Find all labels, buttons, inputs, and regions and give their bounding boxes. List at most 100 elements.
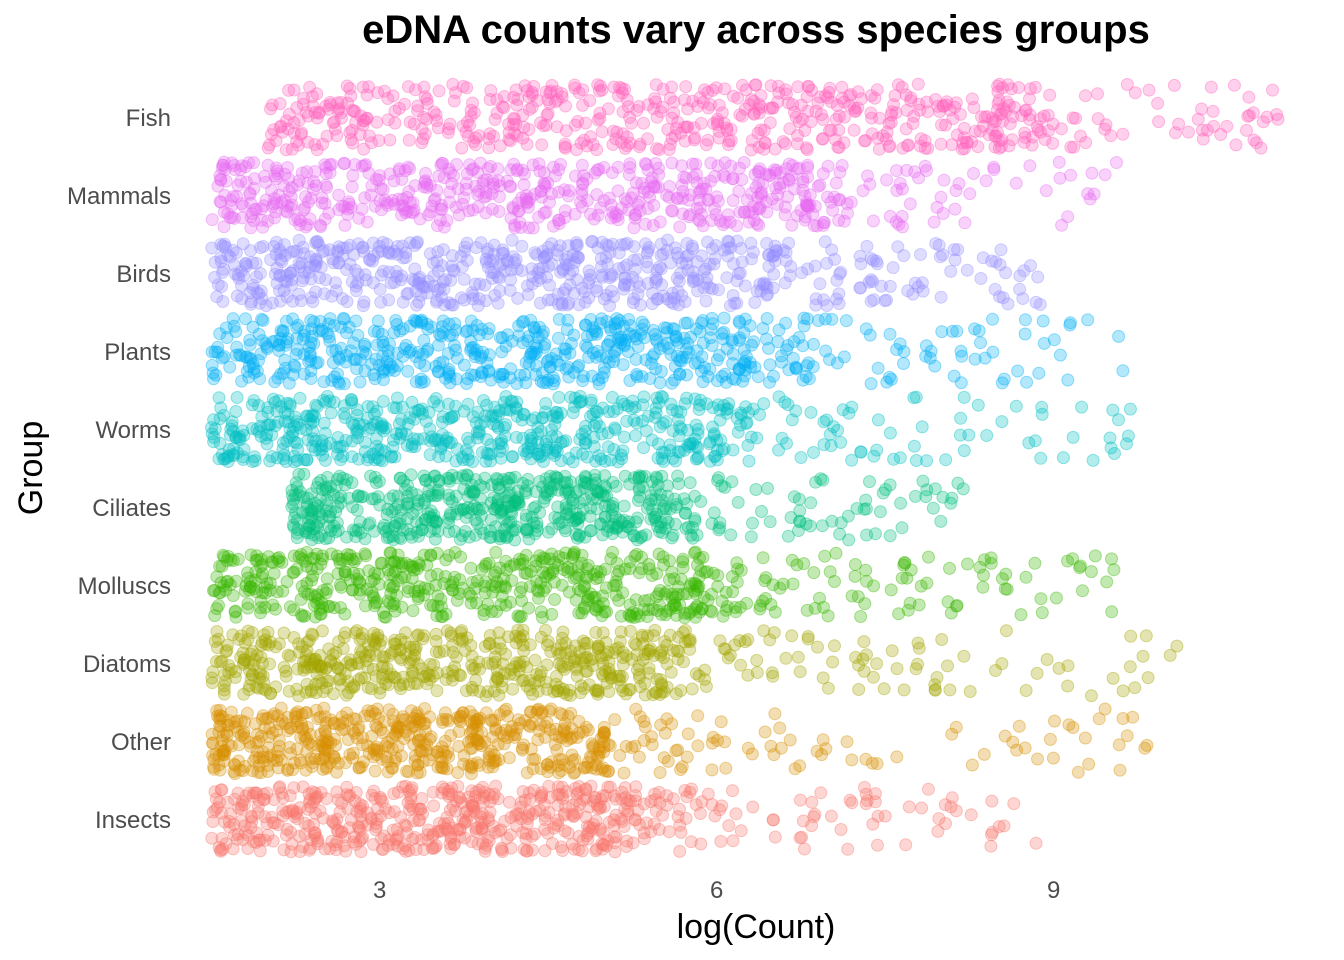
- point-birds: [297, 271, 310, 285]
- point-plants: [928, 359, 942, 373]
- point-other: [266, 753, 280, 767]
- point-molluscs: [475, 562, 489, 576]
- point-ciliates: [460, 468, 474, 482]
- point-other: [265, 726, 279, 740]
- point-other: [516, 743, 530, 757]
- point-molluscs: [426, 599, 440, 613]
- point-worms: [283, 399, 297, 413]
- point-other: [323, 756, 337, 770]
- point-other: [284, 721, 298, 735]
- point-other: [286, 763, 300, 777]
- point-ciliates: [498, 522, 511, 536]
- point-diatoms: [935, 633, 949, 646]
- point-diatoms: [373, 686, 387, 700]
- point-molluscs: [943, 561, 956, 575]
- point-insects: [308, 786, 322, 800]
- point-ciliates: [883, 529, 897, 543]
- point-insects: [411, 802, 425, 816]
- point-worms: [265, 450, 279, 463]
- point-insects: [482, 813, 496, 827]
- point-birds: [304, 291, 318, 305]
- point-other: [327, 717, 341, 731]
- point-other: [417, 717, 431, 731]
- point-insects: [527, 783, 541, 797]
- point-molluscs: [920, 576, 934, 590]
- point-other: [816, 733, 830, 747]
- point-diatoms: [263, 657, 277, 671]
- point-insects: [593, 824, 606, 838]
- point-other: [404, 704, 418, 718]
- point-other: [317, 701, 331, 715]
- point-birds: [406, 272, 420, 286]
- point-plants: [349, 353, 363, 367]
- point-plants: [893, 337, 907, 351]
- point-other: [544, 760, 558, 774]
- point-diatoms: [638, 676, 652, 690]
- point-other: [346, 751, 360, 765]
- point-insects: [302, 843, 316, 857]
- point-insects: [325, 814, 339, 828]
- point-insects: [593, 801, 607, 815]
- point-ciliates: [588, 468, 602, 482]
- point-insects: [244, 809, 258, 823]
- point-insects: [284, 825, 298, 839]
- point-other: [283, 740, 297, 754]
- point-insects: [464, 796, 478, 810]
- point-insects: [215, 831, 229, 845]
- point-other: [248, 717, 262, 731]
- point-other: [379, 739, 393, 753]
- point-insects: [381, 839, 395, 852]
- point-other: [290, 714, 304, 728]
- point-birds: [351, 267, 365, 281]
- point-insects: [559, 800, 572, 813]
- point-other: [281, 711, 295, 724]
- point-other: [502, 751, 516, 765]
- point-molluscs: [518, 566, 532, 580]
- point-other: [531, 703, 545, 717]
- point-ciliates: [618, 469, 632, 483]
- point-insects: [221, 795, 235, 809]
- point-birds: [582, 276, 596, 290]
- point-other: [469, 716, 483, 729]
- point-diatoms: [304, 683, 318, 697]
- point-molluscs: [858, 597, 872, 611]
- point-molluscs: [797, 557, 811, 571]
- point-insects: [348, 794, 362, 808]
- point-diatoms: [826, 655, 840, 669]
- point-plants: [864, 377, 878, 391]
- point-insects: [609, 830, 623, 844]
- point-ciliates: [746, 516, 759, 530]
- point-ciliates: [465, 484, 479, 498]
- point-other: [420, 737, 434, 751]
- point-diatoms: [723, 648, 737, 662]
- point-diatoms: [472, 655, 486, 669]
- point-insects: [224, 807, 238, 821]
- point-plants: [819, 344, 833, 358]
- point-other: [289, 710, 303, 724]
- point-molluscs: [407, 563, 421, 577]
- point-ciliates: [686, 521, 699, 534]
- point-other: [295, 708, 309, 722]
- point-plants: [839, 314, 853, 328]
- point-insects: [246, 789, 260, 803]
- point-birds: [317, 287, 331, 301]
- point-insects: [567, 809, 581, 823]
- point-insects: [432, 825, 446, 839]
- point-worms: [288, 410, 302, 424]
- point-other: [583, 750, 597, 763]
- point-insects: [671, 810, 685, 824]
- point-worms: [611, 455, 625, 469]
- point-worms: [731, 425, 745, 439]
- point-diatoms: [713, 634, 727, 648]
- point-birds: [214, 238, 228, 251]
- point-plants: [1116, 364, 1130, 378]
- point-worms: [653, 420, 667, 434]
- point-worms: [887, 452, 901, 466]
- point-insects: [353, 798, 367, 811]
- point-birds: [586, 234, 599, 248]
- point-insects: [519, 827, 533, 841]
- point-worms: [713, 413, 727, 427]
- point-plants: [353, 375, 367, 389]
- point-worms: [217, 452, 231, 466]
- point-insects: [266, 834, 280, 848]
